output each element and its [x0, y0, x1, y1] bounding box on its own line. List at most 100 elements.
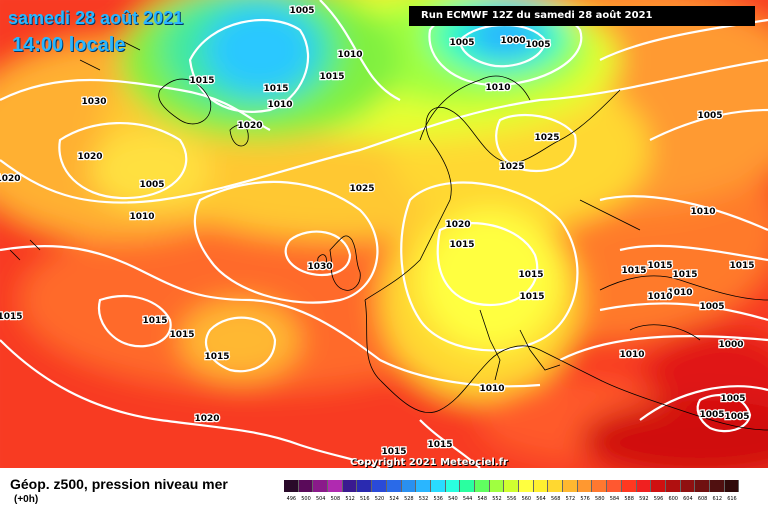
isobar-label: 1015: [449, 240, 474, 250]
legend-swatch: [489, 480, 505, 492]
legend-swatch: [357, 480, 373, 492]
legend-value: 508: [330, 496, 341, 502]
legend-swatch: [416, 480, 431, 492]
legend-swatch: [592, 480, 608, 492]
legend-swatch: [695, 480, 710, 492]
legend-value: 580: [595, 496, 605, 502]
isobar-label: 1025: [349, 184, 374, 194]
legend-value: 572: [565, 496, 576, 502]
legend-value: 536: [433, 496, 443, 502]
legend-swatch: [328, 480, 343, 492]
isobar-label: 1030: [81, 97, 106, 107]
legend-value: 504: [315, 496, 326, 502]
isobar-label: 1010: [267, 100, 292, 110]
isobar-label: 1015: [672, 270, 697, 280]
legend-swatch: [709, 480, 725, 492]
isobar-label: 1020: [445, 220, 470, 230]
isobar-label: 1015: [319, 72, 344, 82]
legend-value: 532: [418, 496, 429, 502]
isobar-label: 1010: [647, 292, 672, 302]
isobar-label: 1010: [667, 288, 692, 298]
footer: Géop. z500, pression niveau mer (+0h) 49…: [0, 468, 768, 512]
isobar-label: 1020: [194, 414, 219, 424]
isobar-label: 1010: [619, 350, 644, 360]
legend-swatch: [298, 480, 314, 492]
legend-value: 556: [506, 496, 517, 502]
isobar-label: 1005: [525, 40, 550, 50]
legend-swatch: [519, 480, 534, 492]
isobar-label: 1015: [427, 440, 452, 450]
legend-swatch: [621, 480, 637, 492]
legend-value: 564: [536, 496, 546, 502]
legend-swatch: [386, 480, 402, 492]
isobar-label: 1025: [534, 133, 559, 143]
run-info: Run ECMWF 12Z du samedi 28 août 2021: [409, 6, 755, 26]
isobar-label: 1005: [449, 38, 474, 48]
legend-value: 528: [404, 496, 414, 502]
isobar-label: 1015: [0, 312, 23, 322]
isobar-lines: [0, 0, 768, 468]
legend-value: 584: [609, 496, 620, 502]
legend-value: 520: [374, 496, 385, 502]
legend-value: 612: [712, 496, 723, 502]
isobar-label: 1015: [189, 76, 214, 86]
isobar-label: 1000: [718, 340, 743, 350]
map-date: samedi 28 août 2021: [8, 8, 184, 28]
legend-value: 516: [360, 496, 370, 502]
footer-subtitle: (+0h): [14, 494, 39, 505]
legend-swatch: [342, 480, 358, 492]
isobar-label: 1010: [479, 384, 504, 394]
isobar-label: 1015: [519, 292, 544, 302]
isobar-label: 1015: [518, 270, 543, 280]
legend-value: 596: [653, 496, 664, 502]
legend-swatch: [504, 480, 519, 492]
isobar-label: 1015: [381, 447, 406, 457]
legend-value: 512: [345, 496, 355, 502]
color-legend: [284, 480, 740, 492]
legend-swatch: [401, 480, 417, 492]
isobar-label: 1015: [263, 84, 288, 94]
legend-swatch: [724, 480, 740, 492]
isobar-label: 1030: [307, 262, 332, 272]
isobar-label: 1005: [139, 180, 164, 190]
isobar-label: 1015: [169, 330, 194, 340]
legend-swatch: [372, 480, 387, 492]
isobar-label: 1015: [621, 266, 646, 276]
legend-value: 524: [389, 496, 399, 502]
legend-value: 560: [521, 496, 532, 502]
legend-swatch: [284, 480, 299, 492]
isobar-label: 1020: [0, 174, 21, 184]
legend-value: 548: [477, 496, 488, 502]
legend-value: 544: [462, 496, 473, 502]
color-legend-labels: 496 500 504 508 512 516 520 524 528 532 536 540 544 5…: [284, 496, 739, 502]
isobar-label: 1005: [699, 302, 724, 312]
isobar-label: 1015: [729, 261, 754, 271]
isobar-label: 1005: [697, 111, 722, 121]
legend-swatch: [548, 480, 564, 492]
legend-value: 604: [683, 496, 693, 502]
legend-value: 588: [624, 496, 634, 502]
legend-swatch: [680, 480, 696, 492]
isobar-label: 1010: [129, 212, 154, 222]
isobar-label: 1015: [647, 261, 672, 271]
isobar-label: 1000: [500, 36, 525, 46]
legend-swatch: [313, 480, 329, 492]
legend-swatch: [474, 480, 490, 492]
legend-value: 568: [550, 496, 561, 502]
isobar-label: 1010: [337, 50, 362, 60]
legend-value: 540: [448, 496, 458, 502]
geopotential-field: [0, 0, 768, 468]
legend-value: 600: [668, 496, 678, 502]
legend-value: 576: [580, 496, 590, 502]
legend-swatch: [430, 480, 446, 492]
legend-swatch: [651, 480, 666, 492]
copyright: Copyright 2021 Meteociel.fr: [350, 457, 508, 468]
legend-value: 616: [727, 496, 737, 502]
isobar-label: 1020: [77, 152, 102, 162]
coastlines: [9, 39, 768, 431]
legend-swatch: [460, 480, 475, 492]
isobar-label: 1015: [142, 316, 167, 326]
legend-swatch: [533, 480, 549, 492]
legend-value: 496: [286, 496, 297, 502]
